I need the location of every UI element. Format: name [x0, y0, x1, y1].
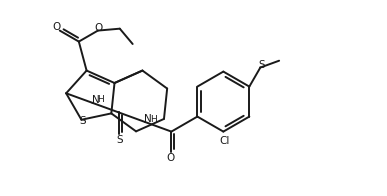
Text: O: O [166, 153, 175, 163]
Text: N: N [92, 95, 99, 105]
Text: H: H [150, 114, 156, 123]
Text: O: O [53, 22, 61, 32]
Text: S: S [79, 116, 86, 126]
Text: S: S [116, 135, 123, 145]
Text: H: H [97, 95, 104, 104]
Text: N: N [144, 114, 152, 124]
Text: O: O [95, 23, 103, 33]
Text: Cl: Cl [219, 136, 229, 146]
Text: S: S [258, 60, 265, 70]
